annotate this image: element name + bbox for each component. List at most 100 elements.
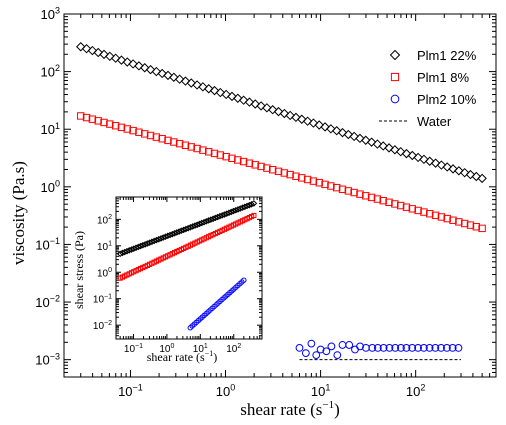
- data-point: [373, 343, 382, 352]
- data-point: [448, 343, 457, 352]
- data-point: [122, 57, 132, 67]
- data-point: [391, 343, 400, 352]
- data-point: [292, 172, 300, 180]
- y-tick-label: 10−1: [93, 294, 112, 306]
- data-point: [368, 343, 377, 352]
- data-point: [200, 218, 208, 226]
- x-tick-label: 102: [226, 343, 241, 355]
- x-tick-label: 100: [159, 343, 174, 355]
- y-tick-label-base: 10: [97, 215, 109, 226]
- data-point: [174, 74, 185, 84]
- data-point: [307, 339, 316, 348]
- data-point: [379, 196, 387, 205]
- data-point: [175, 139, 184, 148]
- data-point: [321, 180, 329, 189]
- data-point: [431, 343, 440, 352]
- y-tick-label: 102: [97, 214, 112, 226]
- data-point: [204, 84, 214, 94]
- data-point: [356, 342, 364, 351]
- data-point: [225, 209, 233, 217]
- y-tick-label-base: 10: [35, 237, 49, 252]
- data-point: [295, 343, 304, 352]
- data-point: [163, 70, 173, 81]
- y-tick-label-base: 10: [35, 295, 49, 310]
- data-point: [302, 116, 313, 126]
- data-point: [218, 212, 226, 219]
- data-point: [110, 53, 121, 63]
- data-point: [215, 87, 226, 98]
- data-point: [273, 106, 284, 117]
- series-1: [117, 212, 257, 281]
- data-point: [171, 229, 178, 237]
- data-point: [395, 146, 406, 157]
- data-point: [198, 219, 206, 227]
- data-point: [239, 157, 248, 166]
- data-point: [207, 216, 215, 223]
- data-point: [233, 93, 243, 103]
- data-point: [199, 146, 207, 154]
- y-tick-label-exponent: −1: [50, 236, 60, 246]
- data-point: [239, 204, 246, 212]
- data-point: [419, 154, 429, 165]
- inset-series: [116, 200, 258, 331]
- y-tick-label-base: 10: [97, 242, 109, 253]
- data-point: [141, 130, 149, 138]
- data-point: [99, 49, 109, 60]
- data-point: [384, 143, 394, 153]
- data-point: [222, 152, 230, 161]
- data-point: [210, 149, 219, 158]
- data-point: [234, 156, 242, 164]
- x-tick-label-exponent: 0: [230, 383, 235, 393]
- data-point: [477, 173, 487, 184]
- x-tick-label-exponent: 1: [325, 383, 330, 393]
- y-tick-label-base: 10: [97, 268, 109, 279]
- data-point: [144, 240, 151, 247]
- data-point: [209, 215, 217, 223]
- data-point: [248, 200, 255, 208]
- data-point: [246, 201, 253, 209]
- data-point: [250, 200, 258, 207]
- y-tick-label: 10−1: [35, 236, 60, 252]
- x-tick-label: 102: [406, 383, 425, 399]
- data-point: [420, 208, 428, 216]
- data-point: [244, 97, 255, 107]
- data-point: [173, 229, 181, 236]
- data-point: [361, 135, 371, 145]
- data-point: [228, 154, 236, 163]
- data-point: [241, 203, 249, 211]
- data-point: [193, 144, 201, 153]
- data-point: [230, 207, 237, 215]
- legend-diamond-icon: [389, 49, 401, 61]
- data-point: [343, 129, 354, 140]
- data-point: [134, 61, 144, 71]
- x-tick-label-exponent: −1: [133, 383, 143, 393]
- y-tick-label: 101: [97, 241, 112, 253]
- data-point: [397, 343, 405, 352]
- data-point: [241, 277, 247, 283]
- data-point: [267, 105, 278, 115]
- data-point: [263, 164, 271, 172]
- data-point: [137, 242, 144, 250]
- data-point: [139, 241, 147, 249]
- y-tick-label: 103: [41, 6, 60, 22]
- data-point: [184, 224, 192, 232]
- data-point: [279, 108, 290, 119]
- inset-x-axis-title: shear rate (s−1): [147, 349, 217, 364]
- data-point: [193, 221, 201, 229]
- data-point: [443, 214, 451, 223]
- data-point: [129, 126, 137, 135]
- x-tick-label-base: 10: [226, 344, 238, 355]
- data-point: [362, 192, 370, 200]
- data-point: [436, 160, 447, 170]
- data-point: [385, 343, 394, 352]
- data-point: [182, 225, 190, 233]
- data-point: [162, 233, 169, 241]
- data-point: [367, 193, 376, 202]
- data-point: [236, 205, 244, 212]
- series-plm2-10-: [295, 339, 463, 359]
- data-point: [209, 85, 220, 96]
- data-point: [274, 167, 283, 176]
- data-point: [187, 224, 194, 231]
